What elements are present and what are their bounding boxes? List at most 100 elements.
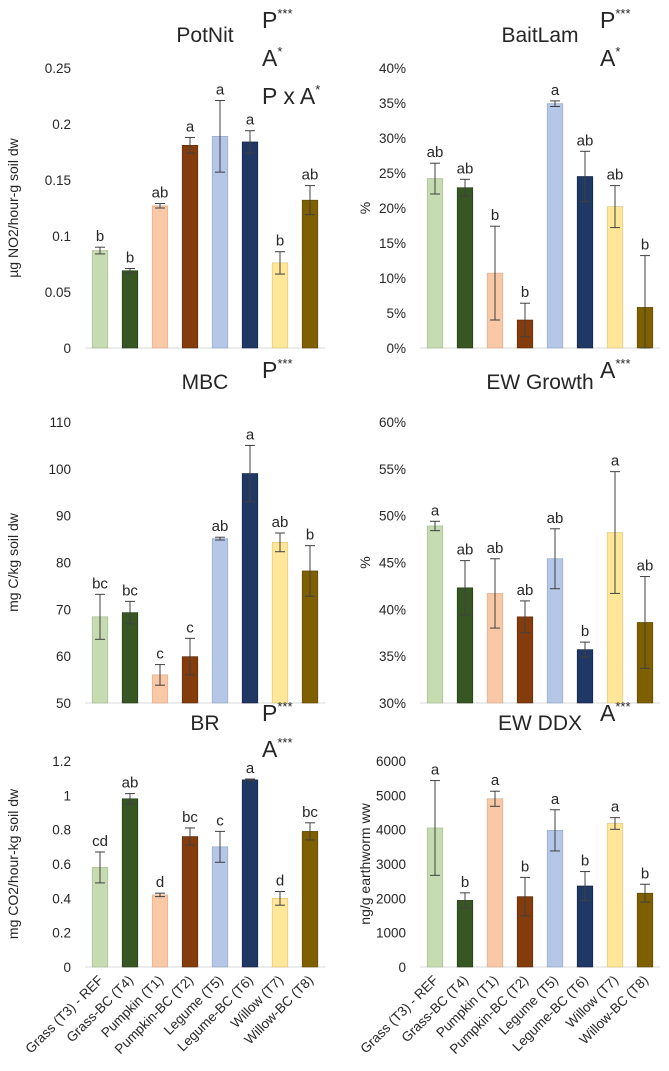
stat-annotation: A***	[600, 356, 631, 383]
significance-letter: b	[461, 874, 469, 891]
chart-title: EW DDX	[498, 712, 582, 735]
significance-letter: cd	[92, 833, 108, 850]
y-tick-label: 2000	[376, 891, 406, 906]
stat-annotation: P x A*	[262, 82, 320, 109]
significance-letter: ab	[607, 167, 624, 184]
y-axis-label: %	[357, 202, 373, 214]
bar	[456, 187, 474, 349]
chart-title: EW Growth	[486, 371, 593, 394]
bar	[426, 525, 444, 704]
y-tick-label: 60%	[379, 415, 406, 430]
bar	[636, 892, 654, 968]
y-tick-label: 0.15	[45, 173, 71, 188]
y-tick-label: 0%	[386, 341, 406, 356]
stat-annotation: A*	[600, 44, 620, 71]
y-tick-label: 0	[63, 960, 71, 975]
significance-letter: d	[276, 872, 284, 889]
y-tick-label: 30%	[379, 696, 406, 711]
bar	[486, 798, 504, 968]
y-tick-label: 0.6	[52, 857, 71, 872]
y-axis-label: µg NO2/hour-g soil dw	[5, 137, 21, 277]
significance-letter: b	[521, 284, 529, 301]
significance-letter: a	[611, 453, 620, 470]
significance-letter: ab	[487, 540, 504, 557]
y-tick-label: 0.1	[52, 229, 71, 244]
stat-annotation: A***	[600, 699, 631, 726]
significance-letter: ab	[637, 558, 654, 575]
bar	[546, 103, 564, 349]
y-tick-label: 1.2	[52, 754, 71, 769]
y-tick-label: 10%	[379, 271, 406, 286]
bar	[121, 270, 139, 349]
significance-letter: ab	[457, 542, 474, 559]
y-tick-label: 60	[56, 649, 71, 664]
bar	[301, 831, 319, 968]
y-tick-label: 35%	[379, 96, 406, 111]
bar	[271, 898, 289, 968]
y-tick-label: 35%	[379, 649, 406, 664]
y-tick-label: 45%	[379, 556, 406, 571]
significance-letter: b	[581, 853, 589, 870]
bar	[91, 250, 109, 349]
chart-title: PotNit	[176, 24, 233, 47]
significance-letter: ab	[547, 510, 564, 527]
y-tick-label: 55%	[379, 462, 406, 477]
significance-letter: c	[156, 646, 164, 663]
significance-letter: ab	[302, 167, 319, 184]
significance-letter: b	[641, 865, 649, 882]
y-tick-label: 0	[398, 960, 406, 975]
bar	[121, 612, 139, 704]
y-tick-label: 15%	[379, 236, 406, 251]
stat-annotation: P***	[600, 6, 631, 33]
significance-letter: a	[431, 762, 440, 779]
bar	[121, 798, 139, 968]
bar	[271, 262, 289, 349]
y-tick-label: 50%	[379, 509, 406, 524]
significance-letter: bc	[92, 575, 108, 592]
significance-letter: ab	[577, 132, 594, 149]
bar	[181, 836, 199, 968]
y-axis-label: ng/g earthworm ww	[357, 802, 373, 924]
y-tick-label: 5000	[376, 788, 406, 803]
y-tick-label: 80	[56, 556, 71, 571]
bar	[271, 542, 289, 704]
y-tick-label: 0	[63, 341, 71, 356]
bar	[211, 846, 229, 968]
significance-letter: ab	[457, 160, 474, 177]
stat-annotation: A***	[262, 735, 293, 762]
significance-letter: a	[186, 118, 195, 135]
significance-letter: c	[186, 619, 194, 636]
significance-letter: b	[306, 527, 314, 544]
chart-title: BaitLam	[501, 24, 578, 47]
bar	[426, 178, 444, 349]
y-tick-label: 110	[49, 415, 71, 430]
significance-letter: ab	[122, 775, 139, 792]
bar	[576, 176, 594, 349]
significance-letter: b	[491, 207, 499, 224]
y-tick-label: 30%	[379, 131, 406, 146]
chart-panel-6: EW DDX A*** 0 1000 2000 3000 4000 5000 6000 ng/g …	[357, 699, 660, 1057]
significance-letter: b	[641, 237, 649, 254]
y-tick-label: 1	[63, 788, 71, 803]
chart-panel-2: BaitLam P*** A* 0% 5% 10% 15% 20% 25% 30% 35% 40%% a…	[357, 6, 660, 356]
significance-letter: a	[246, 426, 255, 443]
bar	[456, 900, 474, 968]
y-tick-label: 1000	[376, 926, 406, 941]
bar	[151, 894, 169, 968]
significance-letter: a	[246, 760, 255, 777]
bar	[151, 205, 169, 349]
y-axis-label: mg CO2/hour-kg soil dw	[5, 788, 21, 939]
significance-letter: b	[581, 623, 589, 640]
significance-letter: bc	[302, 804, 318, 821]
bar	[606, 823, 624, 968]
significance-letter: bc	[182, 809, 198, 826]
significance-letter: a	[491, 772, 500, 789]
significance-letter: ab	[517, 582, 534, 599]
y-tick-label: 0.05	[45, 285, 71, 300]
bar	[576, 649, 594, 704]
significance-letter: b	[126, 249, 134, 266]
bar	[241, 473, 259, 704]
y-tick-label: 70	[56, 602, 71, 617]
y-tick-label: 100	[48, 462, 71, 477]
